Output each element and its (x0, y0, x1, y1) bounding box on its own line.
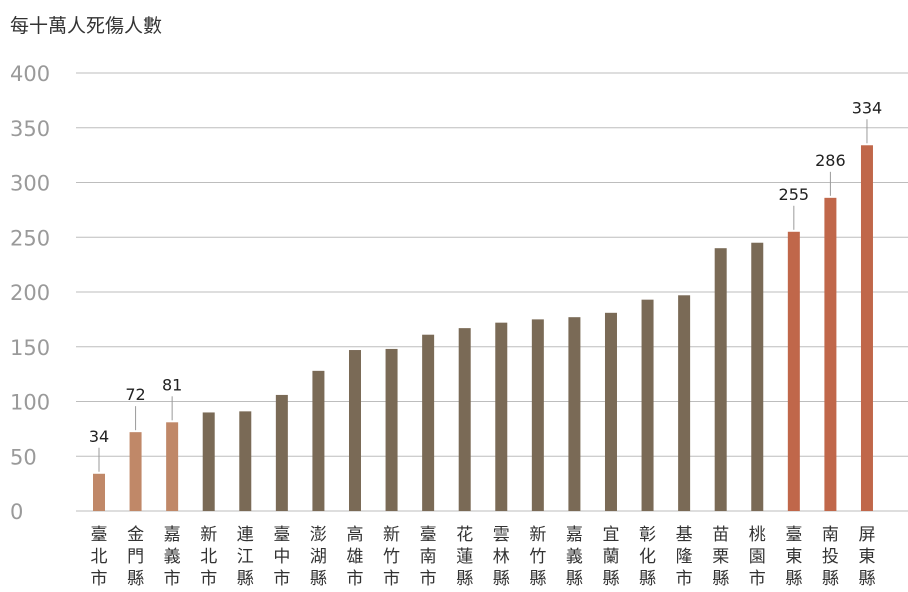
bar (824, 197, 837, 511)
category-label: 屏東縣 (858, 525, 875, 589)
bar (531, 319, 544, 511)
category-label: 臺中市 (273, 525, 290, 589)
data-label-leaders (98, 119, 868, 472)
bar (604, 312, 617, 511)
bar (641, 299, 654, 511)
category-label: 彰化縣 (639, 525, 656, 589)
y-ticks: 0 50 100 150 200 250 300 350 400 (10, 62, 50, 524)
y-tick-label: 150 (10, 336, 50, 360)
category-labels: 臺北市 金門縣 嘉義市 新北市 連江縣 臺中市 澎湖縣 高雄市 新竹市 臺南市 花蓮縣 雲林縣 新竹縣 嘉… (91, 525, 876, 589)
bar (714, 248, 727, 511)
bars (93, 145, 873, 511)
y-axis-label: 每十萬人死傷人數 (10, 15, 162, 37)
y-tick-label: 100 (10, 391, 50, 415)
category-label: 苗栗縣 (712, 525, 729, 589)
category-label: 雲林縣 (493, 525, 510, 589)
y-tick-label: 300 (10, 172, 50, 196)
y-tick-label: 350 (10, 117, 50, 141)
bar (568, 317, 581, 511)
bar (129, 432, 142, 511)
data-label: 34 (89, 427, 109, 446)
y-tick-label: 400 (10, 62, 50, 86)
category-label: 宜蘭縣 (602, 525, 619, 589)
bar (678, 295, 691, 511)
bar (275, 394, 288, 511)
category-label: 臺南市 (420, 525, 437, 589)
gridlines (76, 72, 908, 512)
category-label: 臺東縣 (785, 525, 802, 589)
data-label: 334 (852, 98, 883, 117)
category-label: 連江縣 (237, 525, 254, 589)
data-label: 72 (125, 385, 145, 404)
bar (312, 370, 325, 511)
bar (751, 242, 764, 511)
bar (458, 328, 471, 511)
category-label: 新竹市 (383, 525, 400, 589)
category-label: 金門縣 (127, 525, 144, 589)
category-label: 花蓮縣 (456, 525, 473, 589)
y-tick-label: 0 (10, 500, 23, 524)
category-label: 高雄市 (346, 525, 363, 589)
bar (93, 473, 105, 511)
bar (166, 422, 179, 511)
bar (860, 145, 873, 511)
category-label: 桃園市 (749, 525, 766, 589)
category-label: 嘉義市 (164, 525, 181, 589)
bar (202, 412, 215, 511)
category-label: 澎湖縣 (310, 525, 327, 589)
data-label: 286 (815, 151, 846, 170)
y-tick-label: 200 (10, 281, 50, 305)
y-tick-label: 50 (10, 445, 37, 469)
category-label: 新北市 (200, 525, 217, 589)
category-label: 基隆市 (676, 525, 693, 589)
data-label: 81 (162, 375, 182, 394)
bar (495, 322, 508, 511)
bar (787, 231, 800, 511)
category-label: 南投縣 (822, 525, 839, 589)
category-label: 新竹縣 (529, 525, 546, 589)
bar (239, 411, 252, 511)
bar (422, 334, 435, 511)
data-label: 255 (779, 185, 810, 204)
bar (385, 348, 398, 511)
data-labels: 34 72 81 255 286 334 (89, 98, 883, 446)
category-label: 嘉義縣 (566, 525, 583, 589)
bar (348, 350, 361, 511)
category-label: 臺北市 (91, 525, 108, 589)
y-tick-label: 250 (10, 226, 50, 250)
